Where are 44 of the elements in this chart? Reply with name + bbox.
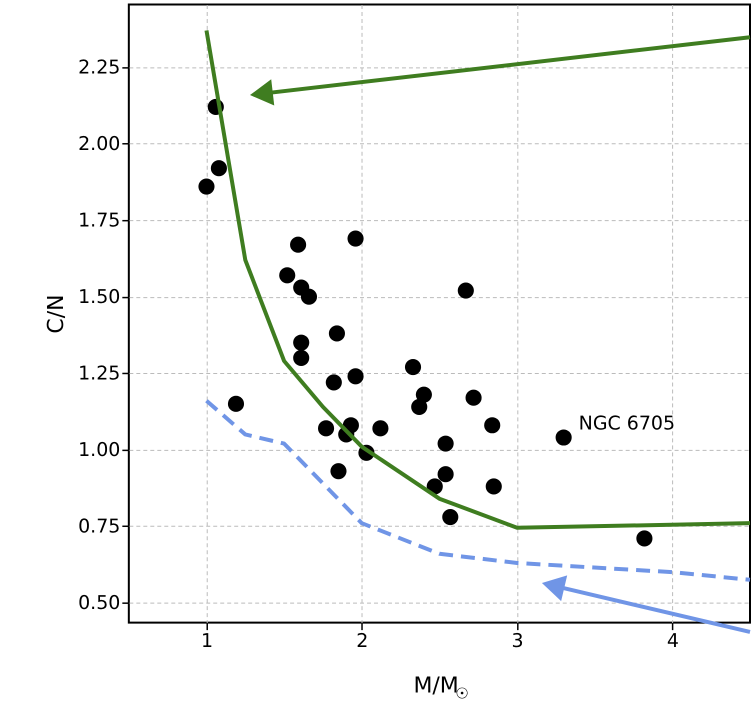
line-series [204,28,751,530]
point [300,288,318,305]
y-tick-label: 0.50 [78,592,120,614]
x-tick-label: 4 [666,630,679,652]
point [486,478,502,494]
point [458,282,474,299]
point [293,334,310,351]
x-tick-label: 1 [200,630,214,652]
annotation: NGC 6705 [578,412,676,435]
point [438,436,454,452]
y-tick-label: 1.00 [78,439,120,462]
point [328,325,345,342]
point [348,230,364,247]
point [372,420,388,436]
point [411,398,428,415]
point [484,417,500,434]
point [438,466,454,482]
point [404,359,422,376]
y-tick-label: 1.25 [78,362,120,385]
line-series [204,398,751,582]
point [348,368,364,384]
x-tick-label: 3 [512,630,524,652]
point [330,463,347,480]
point [279,267,296,284]
point [426,478,443,494]
point [636,530,652,547]
point [326,374,342,390]
point [293,350,310,366]
x-tick-label: 2 [356,630,368,652]
point [290,236,306,253]
point [318,420,334,436]
point [228,396,244,412]
point [442,509,458,526]
y-tick-label: 2.25 [78,56,120,79]
x-axis-title: M/M☉ [413,674,469,703]
y-tick-label: 1.50 [78,286,120,308]
y-tick-label: 1.75 [78,210,120,232]
y-tick-label: 0.75 [78,516,120,538]
point [556,429,572,446]
point [210,160,227,176]
y-tick-label: 2.00 [78,133,120,156]
y-axis-title: C/N [44,294,70,334]
point [466,390,482,406]
point [198,178,215,195]
